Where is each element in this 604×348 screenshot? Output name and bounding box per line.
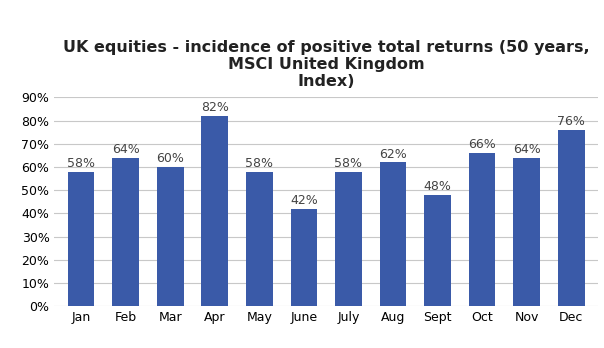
Text: 66%: 66% xyxy=(468,138,496,151)
Bar xyxy=(513,158,540,306)
Text: 64%: 64% xyxy=(513,143,541,156)
Bar xyxy=(469,153,495,306)
Bar xyxy=(68,172,94,306)
Text: 58%: 58% xyxy=(245,157,274,170)
Text: 60%: 60% xyxy=(156,152,184,165)
Text: 62%: 62% xyxy=(379,148,407,160)
Text: 64%: 64% xyxy=(112,143,140,156)
Text: 76%: 76% xyxy=(557,115,585,128)
Bar xyxy=(246,172,272,306)
Bar xyxy=(380,163,406,306)
Bar xyxy=(201,116,228,306)
Bar xyxy=(335,172,362,306)
Bar xyxy=(424,195,451,306)
Bar xyxy=(291,209,317,306)
Text: 58%: 58% xyxy=(335,157,362,170)
Text: 48%: 48% xyxy=(423,180,452,193)
Text: 82%: 82% xyxy=(201,101,229,114)
Bar xyxy=(558,130,585,306)
Bar xyxy=(112,158,139,306)
Text: 58%: 58% xyxy=(67,157,95,170)
Bar xyxy=(157,167,184,306)
Title: UK equities - incidence of positive total returns (50 years,
MSCI United Kingdom: UK equities - incidence of positive tota… xyxy=(63,40,590,89)
Text: 42%: 42% xyxy=(290,194,318,207)
